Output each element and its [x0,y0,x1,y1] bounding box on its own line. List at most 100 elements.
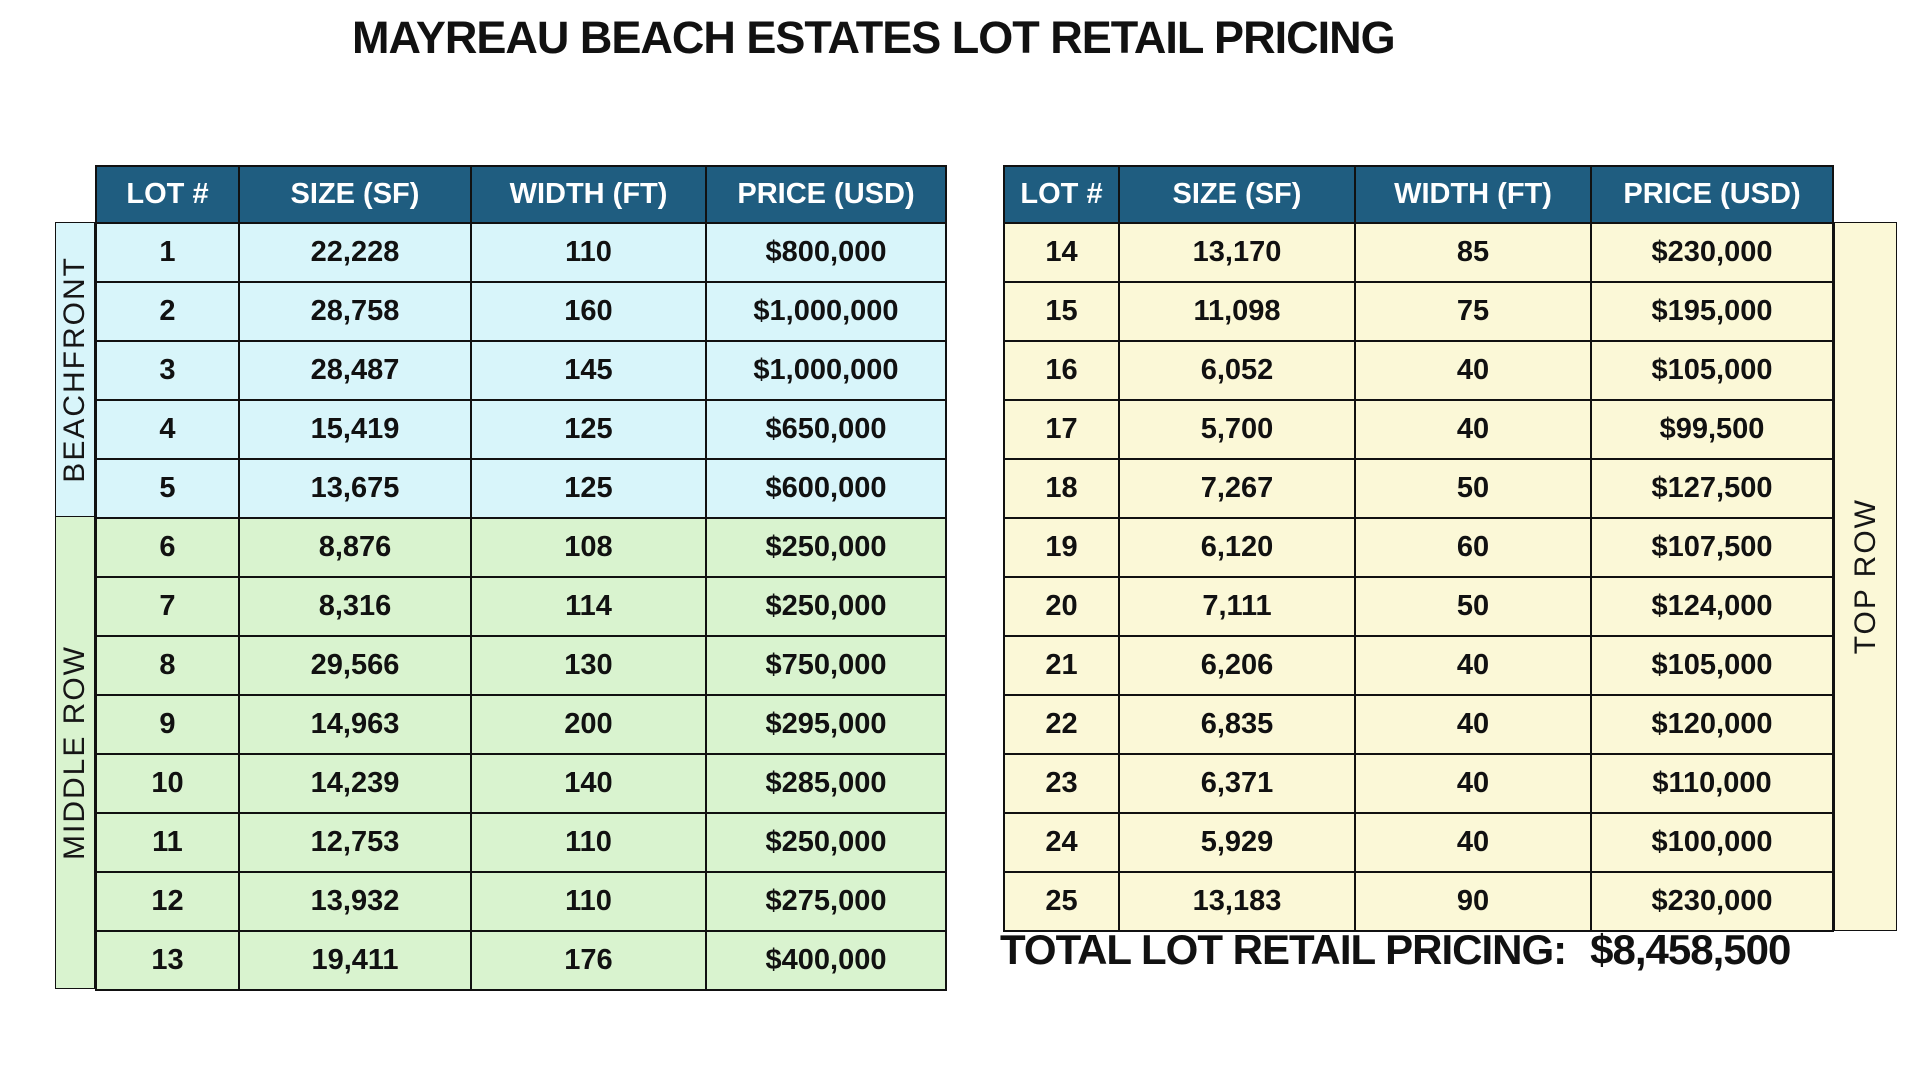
price-cell: $1,000,000 [706,282,946,341]
width-cell: 60 [1355,518,1591,577]
top-row-section-label: TOP ROW [1848,498,1882,655]
size-cell: 7,267 [1119,459,1355,518]
lot-number-cell: 3 [96,341,239,400]
size-cell: 22,228 [239,223,471,282]
width-cell: 130 [471,636,706,695]
size-cell: 13,170 [1119,223,1355,282]
size-cell: 5,929 [1119,813,1355,872]
price-cell: $124,000 [1591,577,1833,636]
size-cell: 13,932 [239,872,471,931]
width-cell: 85 [1355,223,1591,282]
lot-number-cell: 9 [96,695,239,754]
price-cell: $1,000,000 [706,341,946,400]
total-pricing-label: TOTAL LOT RETAIL PRICING: [1000,926,1567,973]
size-cell: 8,316 [239,577,471,636]
price-cell: $100,000 [1591,813,1833,872]
right-lot-table: TOP ROW LOT # SIZE (SF) WIDTH (FT) PRICE… [1003,165,1897,932]
size-cell: 6,835 [1119,695,1355,754]
price-cell: $99,500 [1591,400,1833,459]
size-cell: 8,876 [239,518,471,577]
size-cell: 6,206 [1119,636,1355,695]
lot-number-cell: 8 [96,636,239,695]
price-cell: $800,000 [706,223,946,282]
column-header-price: PRICE (USD) [1591,166,1833,223]
size-cell: 13,183 [1119,872,1355,931]
price-cell: $105,000 [1591,341,1833,400]
price-cell: $400,000 [706,931,946,990]
width-cell: 176 [471,931,706,990]
lot-number-cell: 4 [96,400,239,459]
middle-row-section-strip: MIDDLE ROW [55,516,95,989]
width-cell: 110 [471,223,706,282]
size-cell: 6,371 [1119,754,1355,813]
size-cell: 5,700 [1119,400,1355,459]
width-cell: 40 [1355,754,1591,813]
lot-number-cell: 17 [1004,400,1119,459]
lot-number-cell: 18 [1004,459,1119,518]
width-cell: 160 [471,282,706,341]
width-cell: 110 [471,872,706,931]
total-pricing-line: TOTAL LOT RETAIL PRICING: $8,458,500 [1000,926,1791,974]
size-cell: 12,753 [239,813,471,872]
beachfront-section-strip: BEACHFRONT [55,222,95,517]
size-cell: 29,566 [239,636,471,695]
lot-number-cell: 19 [1004,518,1119,577]
price-cell: $275,000 [706,872,946,931]
column-header-size: SIZE (SF) [239,166,471,223]
lot-number-cell: 24 [1004,813,1119,872]
column-header-lot: LOT # [96,166,239,223]
price-cell: $195,000 [1591,282,1833,341]
lot-number-cell: 21 [1004,636,1119,695]
size-cell: 14,239 [239,754,471,813]
column-header-size: SIZE (SF) [1119,166,1355,223]
price-cell: $120,000 [1591,695,1833,754]
size-cell: 14,963 [239,695,471,754]
width-cell: 40 [1355,813,1591,872]
lot-number-cell: 1 [96,223,239,282]
width-cell: 108 [471,518,706,577]
size-cell: 28,487 [239,341,471,400]
width-cell: 40 [1355,636,1591,695]
width-cell: 75 [1355,282,1591,341]
column-header-lot: LOT # [1004,166,1119,223]
size-cell: 6,052 [1119,341,1355,400]
right-table-grid: LOT # SIZE (SF) WIDTH (FT) PRICE (USD) 1… [1003,165,1834,932]
width-cell: 90 [1355,872,1591,931]
middle-row-section-label: MIDDLE ROW [58,645,91,860]
price-cell: $230,000 [1591,223,1833,282]
lot-number-cell: 20 [1004,577,1119,636]
size-cell: 6,120 [1119,518,1355,577]
column-header-price: PRICE (USD) [706,166,946,223]
size-cell: 28,758 [239,282,471,341]
size-cell: 7,111 [1119,577,1355,636]
size-cell: 15,419 [239,400,471,459]
price-cell: $600,000 [706,459,946,518]
width-cell: 50 [1355,459,1591,518]
price-cell: $107,500 [1591,518,1833,577]
price-cell: $285,000 [706,754,946,813]
top-row-section-strip: TOP ROW [1834,222,1897,931]
width-cell: 40 [1355,341,1591,400]
lot-number-cell: 13 [96,931,239,990]
lot-number-cell: 23 [1004,754,1119,813]
left-table-grid: LOT # SIZE (SF) WIDTH (FT) PRICE (USD) 1… [95,165,947,991]
price-cell: $230,000 [1591,872,1833,931]
width-cell: 40 [1355,400,1591,459]
lot-number-cell: 11 [96,813,239,872]
lot-number-cell: 7 [96,577,239,636]
lot-number-cell: 15 [1004,282,1119,341]
width-cell: 140 [471,754,706,813]
width-cell: 114 [471,577,706,636]
lot-number-cell: 5 [96,459,239,518]
width-cell: 200 [471,695,706,754]
price-cell: $650,000 [706,400,946,459]
lot-number-cell: 6 [96,518,239,577]
price-cell: $105,000 [1591,636,1833,695]
page-title: MAYREAU BEACH ESTATES LOT RETAIL PRICING [352,12,1396,63]
price-cell: $295,000 [706,695,946,754]
width-cell: 110 [471,813,706,872]
size-cell: 11,098 [1119,282,1355,341]
column-header-width: WIDTH (FT) [471,166,706,223]
price-cell: $750,000 [706,636,946,695]
